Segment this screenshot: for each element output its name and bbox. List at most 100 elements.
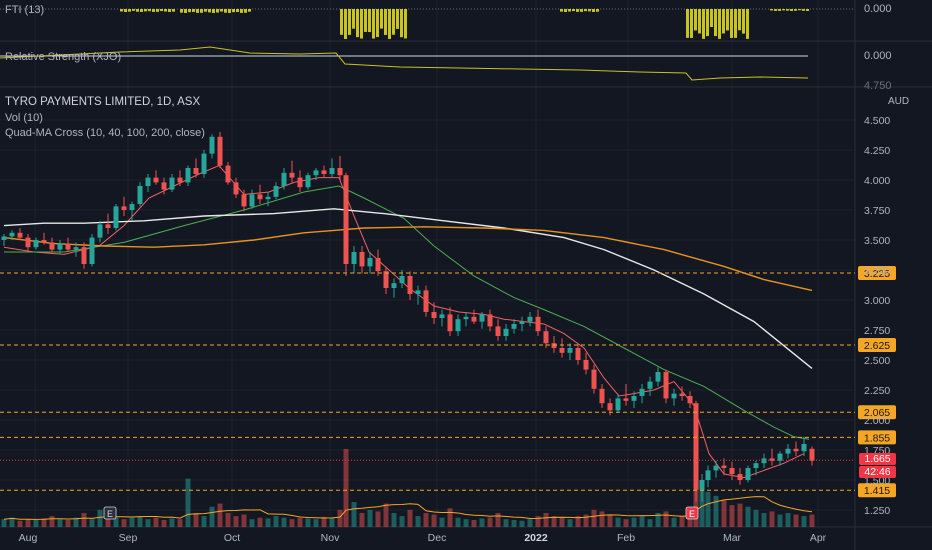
volume-bar — [25, 519, 31, 527]
candle — [329, 158, 335, 178]
candlesticks — [1, 132, 815, 502]
candle — [679, 386, 685, 401]
fti-bar — [224, 9, 227, 13]
ma-legend[interactable]: Quad-MA Cross (10, 40, 100, 200, close) — [5, 127, 205, 139]
volume-bar — [249, 519, 255, 527]
candle — [623, 384, 629, 406]
fti-bar — [188, 9, 191, 13]
candle — [217, 132, 223, 168]
volume-bar — [217, 503, 223, 527]
volume-bar — [721, 500, 727, 527]
volume-bar — [161, 519, 167, 527]
fti-bar — [124, 9, 127, 12]
fti-bar — [376, 9, 379, 38]
candle — [543, 326, 549, 348]
volume-bar — [423, 512, 429, 527]
volume-bar — [753, 509, 759, 527]
fti-bar — [344, 9, 347, 39]
volume-bar — [137, 516, 143, 527]
fti-bar — [360, 9, 363, 39]
fti-bar — [192, 9, 195, 12]
fti-bar — [396, 9, 399, 29]
fti-bar — [128, 9, 131, 12]
fti-bar — [144, 9, 147, 12]
volume-bar — [769, 511, 775, 527]
rs-line — [0, 46, 809, 81]
candle — [367, 252, 373, 274]
fti-bar — [228, 9, 231, 13]
candle — [511, 319, 517, 334]
candle — [639, 384, 645, 404]
symbol-title[interactable]: TYRO PAYMENTS LIMITED, 1D, ASX — [5, 96, 201, 108]
vol-legend[interactable]: Vol (10) — [5, 112, 43, 124]
level-tag-text: 2.625 — [864, 340, 890, 352]
fti-bar — [798, 9, 801, 11]
candle — [479, 312, 485, 329]
price-tick-label: 1.500 — [864, 475, 890, 487]
price-tick-label: 3.000 — [864, 295, 890, 307]
level-tag — [858, 430, 896, 445]
fti-bar — [400, 9, 403, 38]
volume-bar — [575, 516, 581, 527]
volume-bar — [153, 517, 159, 527]
fti-bar — [778, 9, 781, 11]
price-tick-label: 3.250 — [864, 265, 890, 277]
volume-bar — [479, 518, 485, 527]
volume-bar — [559, 517, 565, 527]
volume-bar — [663, 511, 669, 527]
fti-bar — [786, 9, 789, 11]
volume-bar — [737, 503, 743, 527]
fti-bar — [560, 9, 563, 12]
time-axis[interactable]: Aug Sep Oct Nov Dec 2022 Feb Mar Apr — [19, 532, 827, 544]
fti-bar — [726, 9, 729, 31]
candle — [407, 271, 413, 300]
fti-bar — [240, 9, 243, 13]
volume-bar — [329, 517, 335, 527]
price-tick-label: 4.500 — [864, 115, 890, 127]
candle — [257, 184, 263, 204]
fti-bar — [380, 9, 383, 29]
candle — [337, 156, 343, 180]
fti-bar — [596, 9, 599, 12]
fti-value: 0.000 — [864, 3, 892, 15]
volume-bar — [41, 518, 47, 527]
candle — [655, 367, 661, 387]
candle — [153, 170, 159, 185]
fti-bar — [140, 9, 143, 12]
fti-bar — [686, 9, 689, 38]
volume-bar — [793, 514, 799, 527]
horizontal-levels[interactable]: 3.225 2.625 2.065 1.855 1.415 — [0, 266, 896, 498]
volume-bar — [455, 517, 461, 527]
volume-bar — [583, 514, 589, 527]
fti-bar — [220, 9, 223, 12]
candle — [761, 453, 767, 468]
fti-bar — [698, 9, 701, 34]
volume-bar — [33, 519, 39, 527]
candle — [161, 177, 167, 195]
volume-bar — [351, 502, 357, 527]
fti-bar — [204, 9, 207, 12]
fti-bar — [722, 9, 725, 34]
fti-bar — [718, 9, 721, 39]
candle — [753, 460, 759, 476]
candle — [809, 446, 815, 466]
rs-label: Relative Strength (XJO) — [5, 51, 122, 63]
fti-bar — [172, 9, 175, 12]
price-tick-label: 3.500 — [864, 235, 890, 247]
candle — [793, 441, 799, 456]
volume-bar — [535, 516, 541, 527]
candle — [1, 234, 7, 246]
volume-bar — [415, 516, 421, 527]
volume-bar — [615, 517, 621, 527]
volume-bar — [551, 516, 557, 527]
candle — [265, 192, 271, 207]
volume-bar — [17, 520, 23, 527]
volume-bar — [679, 516, 685, 527]
candle — [249, 189, 255, 209]
volume-bar — [49, 516, 55, 527]
ma-line-ma-40 — [4, 185, 810, 440]
candle — [591, 364, 597, 394]
candle — [289, 160, 295, 183]
candle — [447, 307, 453, 336]
